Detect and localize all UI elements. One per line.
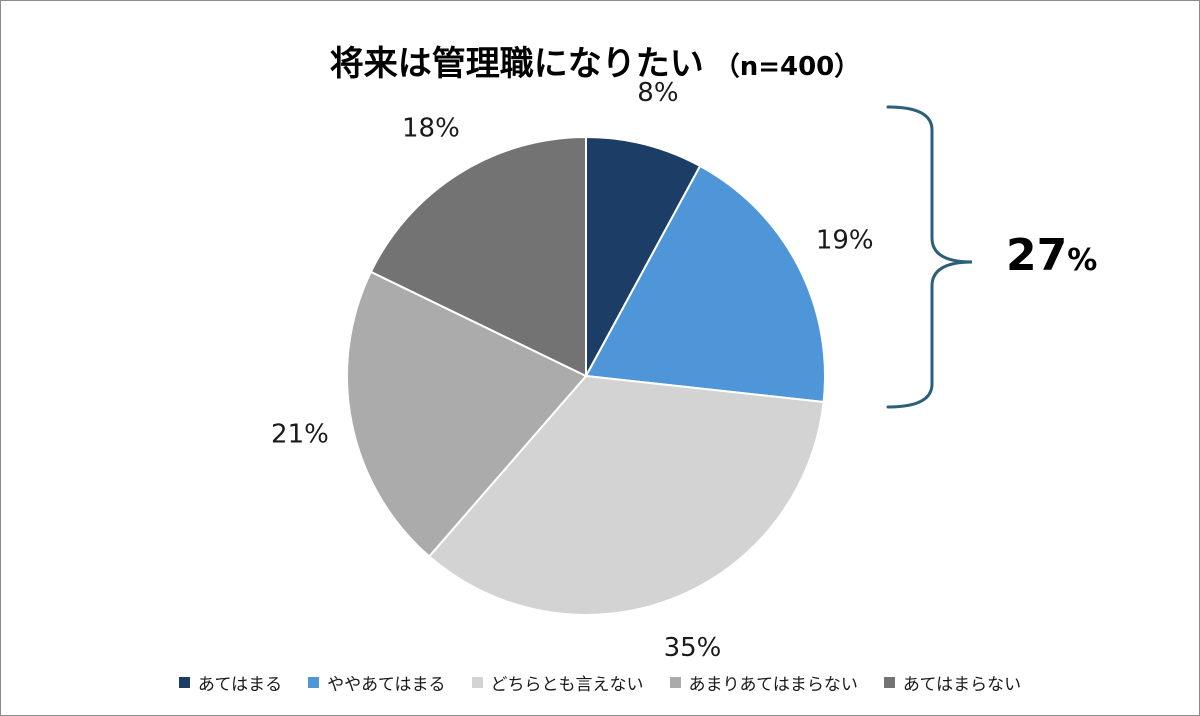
pie-value-labels: 8% 19% 35% 21% 18% xyxy=(271,78,874,663)
pie-slice-2 xyxy=(584,164,826,404)
legend-label-5: あてはまらない xyxy=(902,675,1022,695)
legend-item-4: あまりあてはまらない xyxy=(669,670,858,695)
chart-subtitle: （n=400） xyxy=(713,52,861,82)
legend-label-4: あまりあてはまらない xyxy=(688,675,858,695)
pie-slices xyxy=(346,135,826,616)
legend-item-2: ややあてはまる xyxy=(308,670,446,695)
legend-item-5: あてはまらない xyxy=(883,670,1022,695)
legend-label-3: どちらとも言えない xyxy=(490,675,644,695)
bracket-total-label: 27% xyxy=(1006,230,1097,281)
legend-label-2: ややあてはまる xyxy=(327,675,446,695)
legend-swatch-3 xyxy=(471,677,483,688)
pie-slice-3 xyxy=(427,374,825,616)
pie-slice-5 xyxy=(369,135,587,378)
chart-legend: あてはまる ややあてはまる どちらとも言えない あまりあてはまらない あてはまらない xyxy=(0,670,1200,695)
legend-item-3: どちらとも言えない xyxy=(471,670,644,695)
legend-item-1: あてはまる xyxy=(178,670,283,695)
pie-value-label-3: 35% xyxy=(664,633,722,663)
pie-value-label-4: 21% xyxy=(271,420,329,450)
chart-title: 将来は管理職になりたい xyxy=(329,44,704,84)
chart-title-block: 将来は管理職になりたい （n=400） xyxy=(0,36,1190,85)
pie-slice-4 xyxy=(346,270,588,558)
legend-swatch-2 xyxy=(308,677,320,688)
legend-swatch-1 xyxy=(178,677,190,688)
pie-value-label-2: 19% xyxy=(816,226,874,256)
pie-value-label-1: 8% xyxy=(637,78,678,108)
bracket-annotation xyxy=(886,105,973,409)
pie-value-label-5: 18% xyxy=(402,114,460,144)
bracket-total-unit: % xyxy=(1067,243,1098,278)
pie-slice-1 xyxy=(585,135,702,377)
legend-label-1: あてはまる xyxy=(197,675,283,695)
bracket-total-value: 27 xyxy=(1006,230,1068,281)
legend-swatch-5 xyxy=(883,677,895,688)
legend-swatch-4 xyxy=(669,677,681,688)
